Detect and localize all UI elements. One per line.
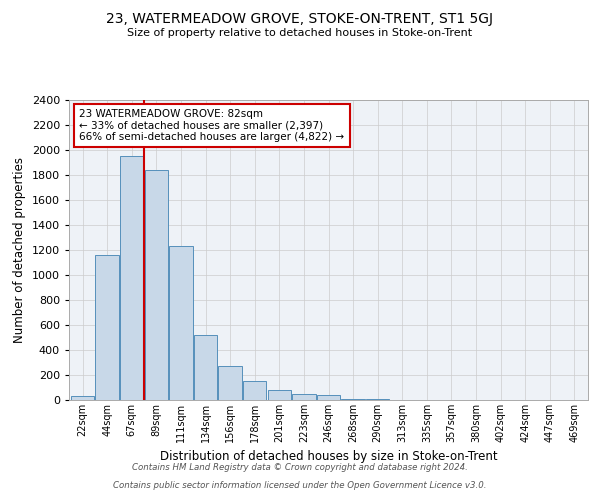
Text: Size of property relative to detached houses in Stoke-on-Trent: Size of property relative to detached ho… — [127, 28, 473, 38]
Bar — [71, 396, 94, 400]
Bar — [366, 399, 389, 400]
Bar — [145, 170, 168, 400]
Text: 23 WATERMEADOW GROVE: 82sqm
← 33% of detached houses are smaller (2,397)
66% of : 23 WATERMEADOW GROVE: 82sqm ← 33% of det… — [79, 109, 344, 142]
Bar — [268, 390, 291, 400]
Bar — [292, 394, 316, 400]
Y-axis label: Number of detached properties: Number of detached properties — [13, 157, 26, 343]
Bar — [194, 335, 217, 400]
Text: Contains public sector information licensed under the Open Government Licence v3: Contains public sector information licen… — [113, 481, 487, 490]
Text: 23, WATERMEADOW GROVE, STOKE-ON-TRENT, ST1 5GJ: 23, WATERMEADOW GROVE, STOKE-ON-TRENT, S… — [107, 12, 493, 26]
Bar — [120, 156, 143, 400]
Bar — [95, 255, 119, 400]
Text: Contains HM Land Registry data © Crown copyright and database right 2024.: Contains HM Land Registry data © Crown c… — [132, 464, 468, 472]
Bar — [243, 380, 266, 400]
Bar — [169, 246, 193, 400]
Bar — [218, 366, 242, 400]
Bar — [317, 395, 340, 400]
X-axis label: Distribution of detached houses by size in Stoke-on-Trent: Distribution of detached houses by size … — [160, 450, 497, 464]
